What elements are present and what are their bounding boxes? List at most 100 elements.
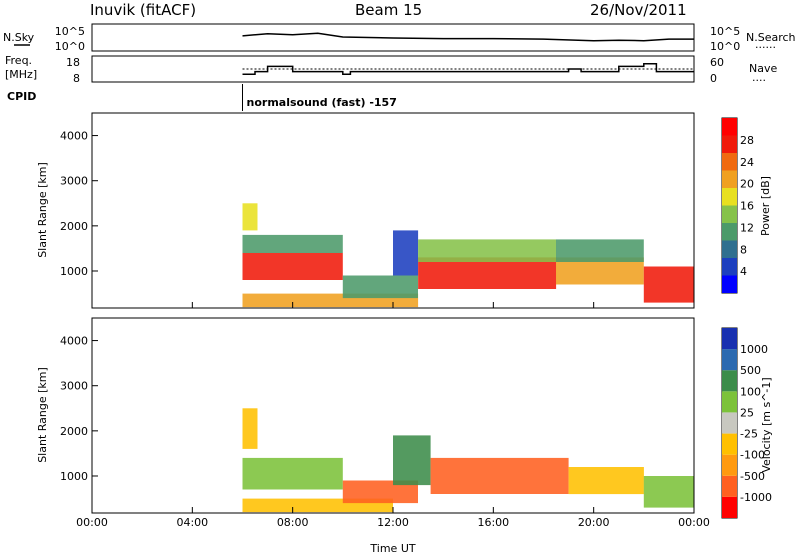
velocity-heatmap-cell (568, 467, 644, 495)
power-colorbar-ticks: 28 24 20 16 12 8 4 (722, 118, 754, 293)
date-title: 26/Nov/2011 (590, 1, 687, 19)
freq-label-line1: Freq. (5, 54, 32, 67)
power-heatmap-cell (393, 230, 419, 276)
time-xlabel: Time UT (369, 542, 415, 554)
velocity-y-tick-label: 3000 (60, 380, 88, 393)
nsky-tick-top: 10^5 (55, 25, 85, 38)
velocity-colorbar-segment (722, 454, 737, 476)
velocity-colorbar-segment (722, 349, 737, 371)
velocity-y-tick-label: 4000 (60, 335, 88, 348)
beam-title: Beam 15 (355, 1, 422, 19)
power-colorbar-segment (722, 118, 737, 136)
freq-tick-top: 18 (66, 56, 80, 69)
power-y-tick-label: 4000 (60, 130, 88, 143)
freq-label-line2: [MHz] (5, 68, 37, 81)
power-y-axis: 1000 2000 3000 4000 (60, 130, 98, 278)
power-colorbar-segment (722, 135, 737, 153)
power-colorbar-segment (722, 275, 737, 293)
power-colorbar-label: Power [dB] (759, 176, 772, 236)
velocity-heatmap-cell (393, 435, 431, 486)
velocity-colorbar-tick-label: -1000 (740, 491, 772, 504)
power-heatmap-cell (242, 203, 258, 231)
power-heatmap-cell (418, 257, 557, 289)
power-ylabel: Slant Range [km] (36, 162, 49, 258)
power-y-tick-label: 3000 (60, 175, 88, 188)
power-y-tick-label: 1000 (60, 265, 88, 278)
nave-label: Nave (749, 62, 777, 75)
velocity-y-axis: 1000 2000 3000 4000 (60, 335, 98, 483)
velocity-colorbar-tick-label: -25 (740, 428, 758, 441)
nsky-series-line (242, 32, 694, 42)
velocity-colorbar-segment (722, 370, 737, 392)
nave-tick-bottom: 0 (710, 72, 717, 85)
velocity-x-tick-label: 04:00 (176, 516, 208, 529)
power-colorbar-segment (722, 170, 737, 188)
power-colorbar-tick-label: 8 (740, 243, 747, 256)
velocity-colorbar-segment (722, 475, 737, 497)
velocity-heatmap-cell (242, 408, 258, 449)
power-colorbar-segment (722, 188, 737, 206)
power-colorbar-tick-label: 4 (740, 265, 747, 278)
velocity-y-tick-label: 1000 (60, 470, 88, 483)
velocity-y-tick-label: 2000 (60, 425, 88, 438)
power-colorbar-tick-label: 20 (740, 178, 754, 191)
velocity-colorbar-segment (722, 328, 737, 350)
power-colorbar-segment (722, 153, 737, 171)
power-colorbar-segment (722, 205, 737, 223)
nsearch-label: N.Search (746, 31, 796, 44)
velocity-x-tick-label: 12:00 (377, 516, 409, 529)
velocity-colorbar-segment (722, 433, 737, 455)
nsearch-tick-bottom: 10^0 (710, 40, 740, 53)
velocity-colorbar-tick-label: 1000 (740, 343, 768, 356)
velocity-x-tick-label: 20:00 (578, 516, 610, 529)
velocity-x-tick-label: 16:00 (477, 516, 509, 529)
velocity-heatmap-cell (430, 457, 569, 494)
velocity-x-tick-label: 00:00 (678, 516, 710, 529)
nsearch-tick-top: 10^5 (710, 25, 740, 38)
power-x-axis (91, 302, 695, 308)
velocity-colorbar-segment (722, 391, 737, 413)
power-colorbar-tick-label: 28 (740, 134, 754, 147)
velocity-colorbar-segment (722, 496, 737, 518)
power-colorbar-segment (722, 258, 737, 276)
velocity-colorbar-tick-label: -500 (740, 470, 765, 483)
power-heatmap-cell (418, 239, 557, 262)
velocity-ylabel: Slant Range [km] (36, 367, 49, 463)
velocity-colorbar: 1000 500 100 25 -25 -100 -500 -1000 Velocity [m… (721, 327, 773, 519)
velocity-colorbar-ticks: 1000 500 100 25 -25 -100 -500 -1000 (722, 328, 772, 518)
power-heatmap-cell (242, 234, 343, 253)
velocity-x-tick-label: 00:00 (76, 516, 108, 529)
power-heatmap-cell (643, 266, 694, 303)
power-heatmap (242, 203, 694, 308)
velocity-colorbar-tick-label: 25 (740, 406, 754, 419)
velocity-heatmap-cell (643, 476, 694, 508)
nave-legend-dots: .... (752, 71, 766, 84)
nsearch-legend-dots: ...... (755, 38, 776, 51)
station-title: Inuvik (fitACF) (90, 1, 196, 19)
power-heatmap-cell (242, 252, 343, 280)
power-colorbar-tick-label: 24 (740, 156, 754, 169)
power-colorbar-tick-label: 16 (740, 200, 754, 213)
velocity-colorbar-tick-label: 100 (740, 385, 761, 398)
velocity-heatmap-cell (242, 457, 343, 490)
velocity-colorbar-tick-label: 500 (740, 364, 761, 377)
velocity-heatmap-cell (342, 480, 418, 504)
nave-tick-top: 60 (710, 56, 724, 69)
velocity-x-tick-label: 08:00 (277, 516, 309, 529)
velocity-panel: 1000 2000 3000 4000 00:00 04:00 08:00 12:00 16:… (36, 317, 710, 554)
nsky-tick-bottom: 10^0 (55, 40, 85, 53)
velocity-heatmap (242, 408, 694, 513)
power-y-tick-label: 2000 (60, 220, 88, 233)
nsky-label: N.Sky (3, 31, 35, 44)
power-colorbar: 28 24 20 16 12 8 4 Power [dB] (721, 117, 772, 294)
nsky-panel (91, 23, 695, 52)
velocity-colorbar-label: Velocity [m s^-1] (760, 377, 773, 472)
velocity-colorbar-tick-label: -100 (740, 449, 765, 462)
power-heatmap-cell (342, 275, 418, 299)
power-colorbar-segment (722, 240, 737, 258)
cpid-label: CPID (7, 90, 36, 103)
velocity-x-axis: 00:00 04:00 08:00 12:00 16:00 20:00 00:00 (76, 507, 710, 529)
power-colorbar-segment (722, 223, 737, 241)
velocity-colorbar-segment (722, 412, 737, 434)
